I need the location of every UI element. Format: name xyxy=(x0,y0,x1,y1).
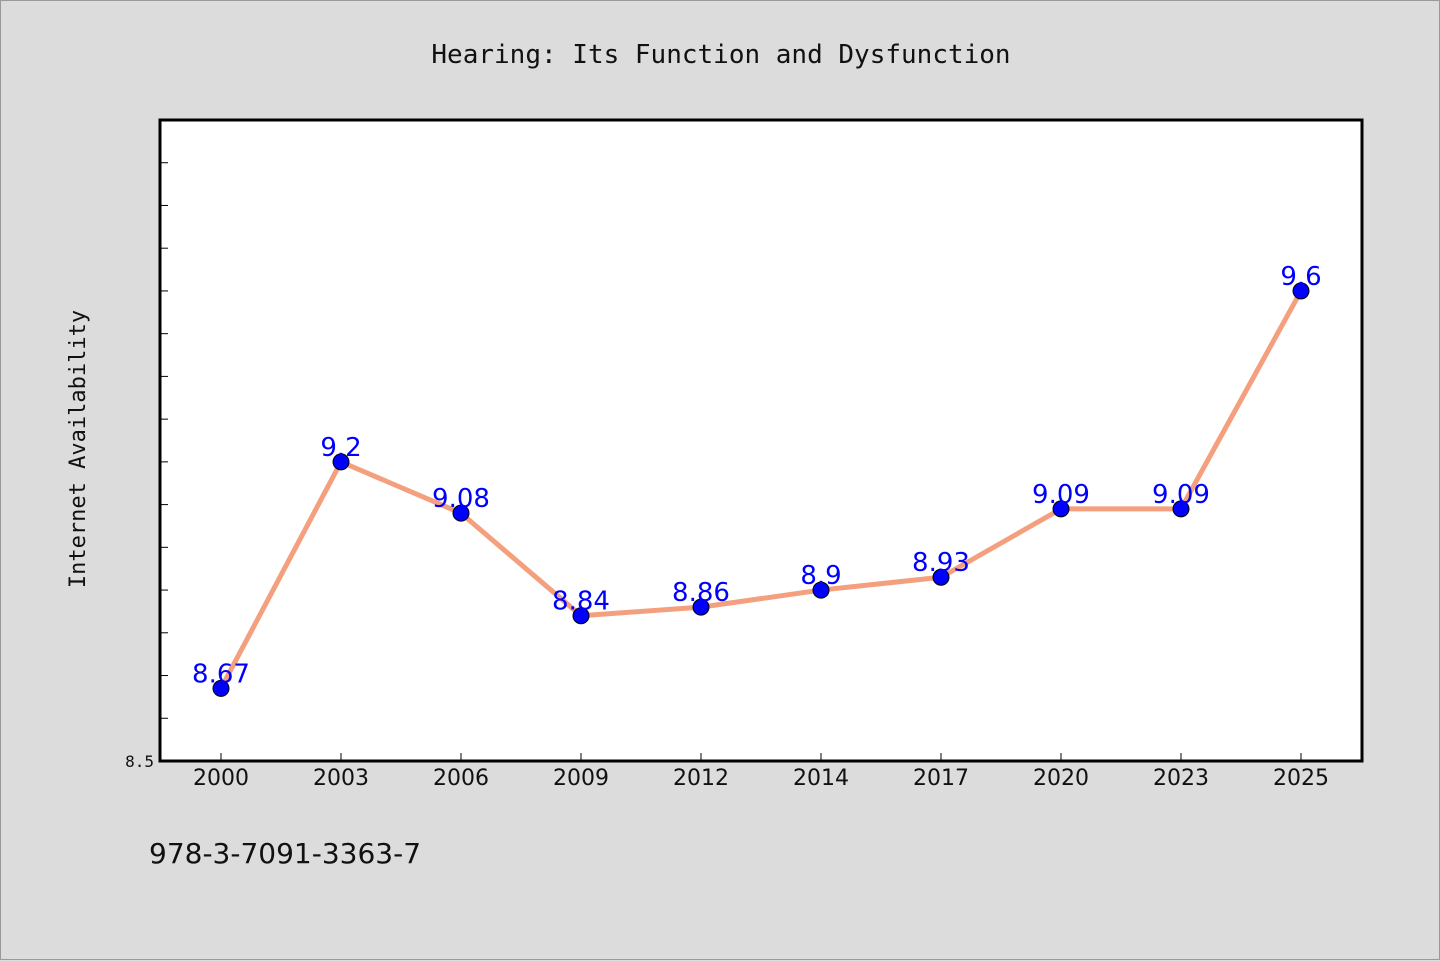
data-label: 8.86 xyxy=(672,578,730,608)
data-point xyxy=(812,581,830,599)
data-label: 9.2 xyxy=(320,433,361,463)
data-label: 9.08 xyxy=(432,484,490,514)
x-tick-label: 2003 xyxy=(313,766,369,791)
data-point xyxy=(692,598,710,616)
data-label: 8.93 xyxy=(912,548,970,578)
series-line xyxy=(218,288,1304,691)
plot-area xyxy=(158,118,1364,763)
x-tick-label: 2006 xyxy=(433,766,489,791)
series-layer xyxy=(212,282,1310,697)
x-axis-ticks: 2000 2003 2006 2009 2012 2014 2017 2020 2023 2025 xyxy=(193,753,1329,791)
isbn-footer: 978-3-7091-3363-7 xyxy=(149,837,421,870)
x-tick-label: 2012 xyxy=(673,766,729,791)
x-tick-label: 2009 xyxy=(553,766,609,791)
data-label: 9.6 xyxy=(1280,262,1321,292)
data-label: 9.09 xyxy=(1152,480,1210,510)
y-axis-ticks: 8.5 xyxy=(125,162,168,771)
data-label: 8.84 xyxy=(552,587,610,617)
data-label: 8.9 xyxy=(800,561,841,591)
x-tick-label: 2025 xyxy=(1273,766,1329,791)
x-tick-label: 2023 xyxy=(1153,766,1209,791)
data-point xyxy=(1292,282,1310,300)
x-tick-label: 2000 xyxy=(193,766,249,791)
x-tick-label: 2020 xyxy=(1033,766,1089,791)
data-point xyxy=(212,679,230,697)
data-point xyxy=(1052,500,1070,518)
data-point xyxy=(332,453,350,471)
data-point xyxy=(452,504,470,522)
data-label: 8.67 xyxy=(192,659,250,689)
x-tick-label: 2014 xyxy=(793,766,849,791)
data-labels: 8.67 9.2 9.08 8.84 8.86 8.9 8.93 9.09 9.09 9.6 xyxy=(192,262,1322,689)
chart-title: Hearing: Its Function and Dysfunction xyxy=(431,40,1010,70)
y-axis-label: Internet Availability xyxy=(66,310,91,588)
data-point xyxy=(1172,500,1190,518)
data-point xyxy=(572,607,590,625)
x-tick-label: 2017 xyxy=(913,766,969,791)
data-point xyxy=(932,568,950,586)
data-label: 9.09 xyxy=(1032,480,1090,510)
y-tick-label: 8.5 xyxy=(125,752,154,771)
